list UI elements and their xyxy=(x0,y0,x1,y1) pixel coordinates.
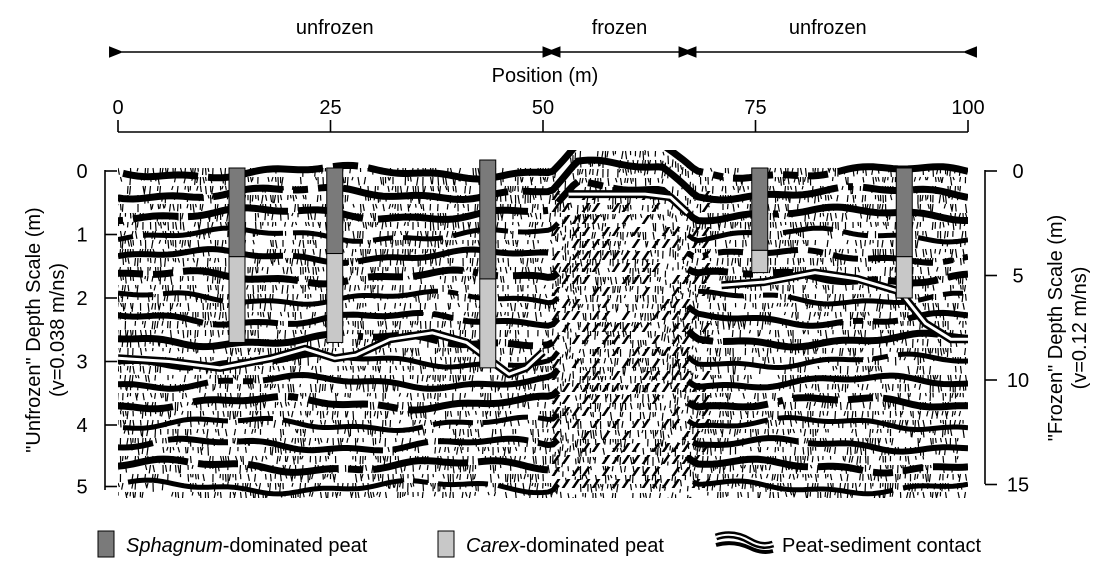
legend-carex-swatch xyxy=(437,530,455,558)
left-axis-title: "Unfrozen" Depth Scale (m) xyxy=(23,207,45,452)
legend-contact-swatch xyxy=(714,531,775,554)
position-tick-label: 75 xyxy=(744,97,766,119)
position-tick-label: 25 xyxy=(319,97,341,119)
right-tick-label: 0 xyxy=(1012,161,1023,183)
core-1-carex xyxy=(326,253,344,343)
legend-contact-label: Peat-sediment contact xyxy=(782,535,981,557)
right-tick-label: 15 xyxy=(1007,475,1029,497)
left-tick-label: 3 xyxy=(76,352,87,374)
contact-line-inner-2 xyxy=(721,271,968,341)
right-tick-label: 5 xyxy=(1012,266,1023,288)
left-tick-label: 5 xyxy=(76,477,87,499)
legend-carex-italic: Carex xyxy=(466,535,520,557)
legend-carex-label: Carex-dominated peat xyxy=(466,535,664,557)
position-axis-title: Position (m) xyxy=(492,65,599,87)
core-0-carex xyxy=(228,256,246,343)
right-axis-title: "Frozen" Depth Scale (m) xyxy=(1045,215,1067,442)
legend-sphagnum-swatch xyxy=(97,530,115,558)
left-tick-label: 2 xyxy=(76,288,87,310)
legend: Sphagnum-dominated peat Carex-dominated … xyxy=(97,530,981,558)
legend-sphagnum-italic: Sphagnum xyxy=(126,535,223,557)
reflection-band xyxy=(118,521,968,536)
diffraction-hyperbolas xyxy=(551,191,711,488)
right-depth-axis: 0 5 10 15 "Frozen" Depth Scale (m) (v=0.12 … xyxy=(984,161,1091,497)
left-depth-axis: 0 1 2 3 4 5 "Unfrozen" Depth Scale (m) (v=0.0… xyxy=(23,161,117,499)
zone-label-2: unfrozen xyxy=(789,17,867,39)
peat-sediment-contact-line xyxy=(117,190,968,379)
position-axis-ticks: 0 25 50 75 100 xyxy=(112,97,985,132)
zone-annotations: unfrozen frozen unfrozen xyxy=(109,17,977,58)
position-tick-label: 50 xyxy=(532,97,554,119)
legend-sphagnum-rest: -dominated peat xyxy=(223,535,368,557)
core-0-sphagnum xyxy=(228,167,246,258)
right-axis-ticks: 0 5 10 15 xyxy=(985,161,1029,497)
left-tick-label: 1 xyxy=(76,225,87,247)
position-tick-label: 100 xyxy=(951,97,984,119)
wiggle-texture xyxy=(118,150,968,498)
radargram-diffraction-texture xyxy=(118,150,968,498)
legend-sphagnum-label: Sphagnum-dominated peat xyxy=(126,535,368,557)
contact-line-inner-0 xyxy=(117,331,545,376)
zone-label-0: unfrozen xyxy=(296,17,374,39)
core-3-carex xyxy=(751,249,769,274)
left-axis-ticks: 0 1 2 3 4 5 xyxy=(76,161,117,499)
core-4-carex xyxy=(895,256,913,299)
left-axis-subtitle: (v=0.038 m/ns) xyxy=(47,263,69,397)
right-tick-label: 10 xyxy=(1007,370,1029,392)
core-2-carex xyxy=(479,278,497,369)
zone-label-1: frozen xyxy=(592,17,648,39)
right-axis-subtitle: (v=0.12 m/ns) xyxy=(1069,267,1091,390)
core-4-sphagnum xyxy=(895,167,913,258)
left-tick-label: 0 xyxy=(76,161,87,183)
peat-cores xyxy=(228,159,913,369)
legend-carex-rest: -dominated peat xyxy=(519,535,664,557)
core-2-sphagnum xyxy=(479,159,497,280)
left-tick-label: 4 xyxy=(76,415,87,437)
position-tick-label: 0 xyxy=(112,97,123,119)
position-axis: Position (m) 0 25 50 75 100 xyxy=(112,65,985,133)
core-1-sphagnum xyxy=(326,167,344,255)
reflection-band xyxy=(688,496,692,498)
contact-line-inner-1 xyxy=(568,192,689,215)
core-3-sphagnum xyxy=(751,167,769,251)
